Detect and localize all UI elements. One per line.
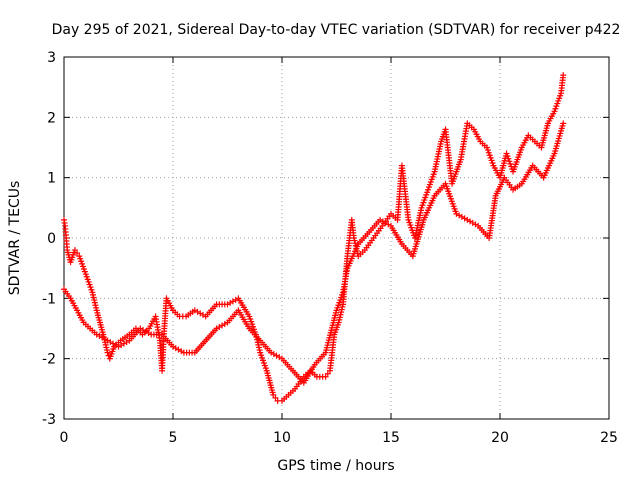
data-point: [74, 250, 81, 257]
x-axis-label: GPS time / hours: [277, 458, 394, 474]
y-tick-label: -2: [42, 352, 56, 368]
x-tick-label: 0: [60, 430, 69, 446]
data-point: [104, 349, 111, 356]
y-tick-label: 1: [47, 171, 56, 187]
x-tick-label: 10: [273, 430, 291, 446]
x-tick-label: 5: [169, 430, 178, 446]
data-point: [560, 120, 567, 127]
data-point: [324, 370, 331, 377]
y-tick-label: -3: [42, 412, 56, 428]
data-point: [71, 247, 78, 254]
data-point: [272, 394, 279, 401]
data-points: [61, 72, 567, 404]
grid-lines: [64, 57, 609, 419]
y-tick-label: -1: [42, 291, 56, 307]
y-tick-label: 0: [47, 231, 56, 247]
data-point: [560, 72, 567, 79]
y-tick-labels: -3 -2 -1 0 1 2 3: [42, 50, 56, 428]
x-tick-label: 25: [600, 430, 618, 446]
data-point: [322, 373, 329, 380]
y-axis-label: SDTVAR / TECUs: [7, 181, 23, 296]
y-tick-label: 2: [47, 110, 56, 126]
x-tick-label: 20: [491, 430, 509, 446]
x-tick-labels: 0 5 10 15 20 25: [60, 430, 618, 446]
data-point: [270, 391, 277, 398]
y-tick-label: 3: [47, 50, 56, 66]
x-tick-label: 15: [382, 430, 400, 446]
chart-title: Day 295 of 2021, Sidereal Day-to-day VTE…: [52, 22, 621, 38]
